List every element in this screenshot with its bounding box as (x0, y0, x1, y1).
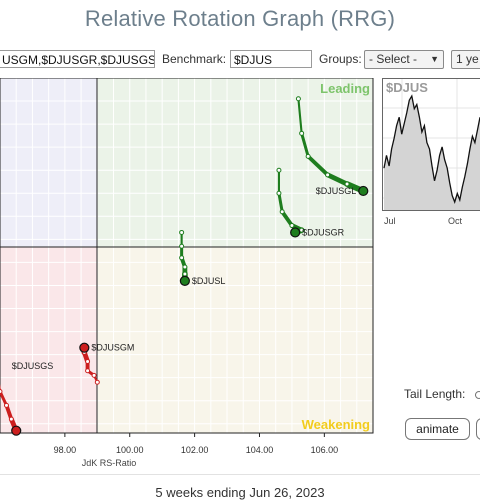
page-title: Relative Rotation Graph (RRG) (84, 6, 396, 31)
tail-point (344, 181, 350, 187)
tail-point (179, 229, 185, 235)
quadrant-label-weakening: Weakening (302, 417, 370, 432)
tail-segment (0, 390, 8, 407)
tail-label: $DJUSL (192, 276, 226, 286)
tails: $DJUSGL $DJUSGR $DJUSL $DJUSGM $DJUSGS (0, 96, 369, 436)
tail-segment (280, 209, 294, 228)
tail-head-point[interactable] (290, 227, 301, 238)
period-select-value: 1 ye (456, 52, 479, 66)
tail-point (325, 172, 331, 178)
x-tick-label: 98.00 (54, 445, 77, 455)
tail-label: $DJUSGL (316, 186, 357, 196)
benchmark-input[interactable]: $DJUS (230, 50, 312, 68)
quadrant-label-leading: Leading (320, 81, 370, 96)
benchmark-line (383, 94, 480, 204)
tail-point (8, 416, 14, 422)
groups-select-value: - Select - (369, 52, 418, 66)
tail-head-point[interactable] (179, 275, 190, 286)
quadrant-leading (97, 78, 373, 247)
tail-point (276, 167, 282, 173)
tail-point (299, 130, 305, 136)
period-select[interactable]: 1 ye (451, 50, 480, 69)
tail-length-label: Tail Length: (404, 387, 480, 401)
tail-segment (325, 172, 350, 187)
tail-point (182, 271, 188, 277)
tail-point (305, 153, 311, 159)
quadrant-weakening (97, 247, 373, 433)
slider-handle-icon[interactable] (474, 390, 480, 399)
tail-head-point[interactable] (11, 425, 22, 436)
benchmark-tick-jul: Jul (384, 216, 396, 226)
x-axis: 98.00 100.00 102.00 104.00 106.00 (54, 433, 339, 455)
tail-point (179, 243, 185, 249)
animate-button[interactable]: animate (405, 418, 470, 440)
benchmark-tick-oct: Oct (448, 216, 463, 226)
rrg-chart[interactable]: Leading Weakening $DJUSGL$DJUSGR$DJUSL$D… (0, 78, 376, 472)
tail-length-slider[interactable] (474, 390, 480, 399)
tail-point (182, 264, 188, 270)
tail-point (85, 359, 91, 365)
tail-point (295, 96, 301, 102)
x-tick-label: 100.00 (116, 445, 144, 455)
tail-djusgl[interactable]: $DJUSGL (295, 96, 369, 197)
tail-segment (306, 154, 330, 177)
groups-label: Groups: (319, 52, 362, 66)
x-tick-label: 104.00 (246, 445, 274, 455)
tail-point (0, 389, 3, 395)
tail-segment (297, 97, 303, 135)
tail-label: $DJUSGS (12, 361, 54, 371)
tail-point (276, 190, 282, 196)
benchmark-area (384, 96, 480, 210)
chevron-down-icon: ▼ (430, 54, 439, 64)
tail-segment (277, 191, 284, 214)
tail-point (179, 255, 185, 261)
x-axis-label: JdK RS-Ratio (82, 458, 137, 468)
toolbar: USGM,$DJUSGR,$DJUSGS Benchmark: $DJUS Gr… (0, 50, 480, 70)
footer-caption: 5 weeks ending Jun 26, 2023 (155, 485, 325, 500)
tail-label: $DJUSGM (91, 343, 134, 353)
plot-frame (0, 78, 374, 434)
tail-point (279, 209, 285, 215)
x-tick-label: 102.00 (181, 445, 209, 455)
tail-djusgm[interactable]: $DJUSGM (79, 342, 135, 385)
tail-djusgr[interactable]: $DJUSGR (276, 167, 345, 238)
next-control-button[interactable] (476, 418, 480, 440)
tail-point (91, 372, 97, 378)
x-tick-label: 106.00 (311, 445, 339, 455)
footer-divider (0, 474, 480, 475)
tail-segment (300, 131, 310, 158)
tail-djusl[interactable]: $DJUSL (179, 229, 226, 286)
benchmark-chart: $DJUS Jul Oct (382, 78, 480, 226)
benchmark-label: Benchmark: (162, 52, 227, 66)
tail-head-point[interactable] (79, 342, 90, 353)
symbols-input[interactable]: USGM,$DJUSGR,$DJUSGS (0, 50, 155, 68)
groups-select[interactable]: - Select - ▼ (364, 50, 444, 69)
benchmark-symbol: $DJUS (386, 80, 428, 95)
tail-point (3, 402, 9, 408)
tail-point (85, 368, 91, 374)
tail-point (289, 223, 295, 229)
tail-label: $DJUSGR (302, 227, 345, 237)
tail-head-point[interactable] (358, 185, 369, 197)
tail-point (94, 379, 100, 385)
tail-djusgs[interactable]: $DJUSGS (0, 361, 54, 436)
